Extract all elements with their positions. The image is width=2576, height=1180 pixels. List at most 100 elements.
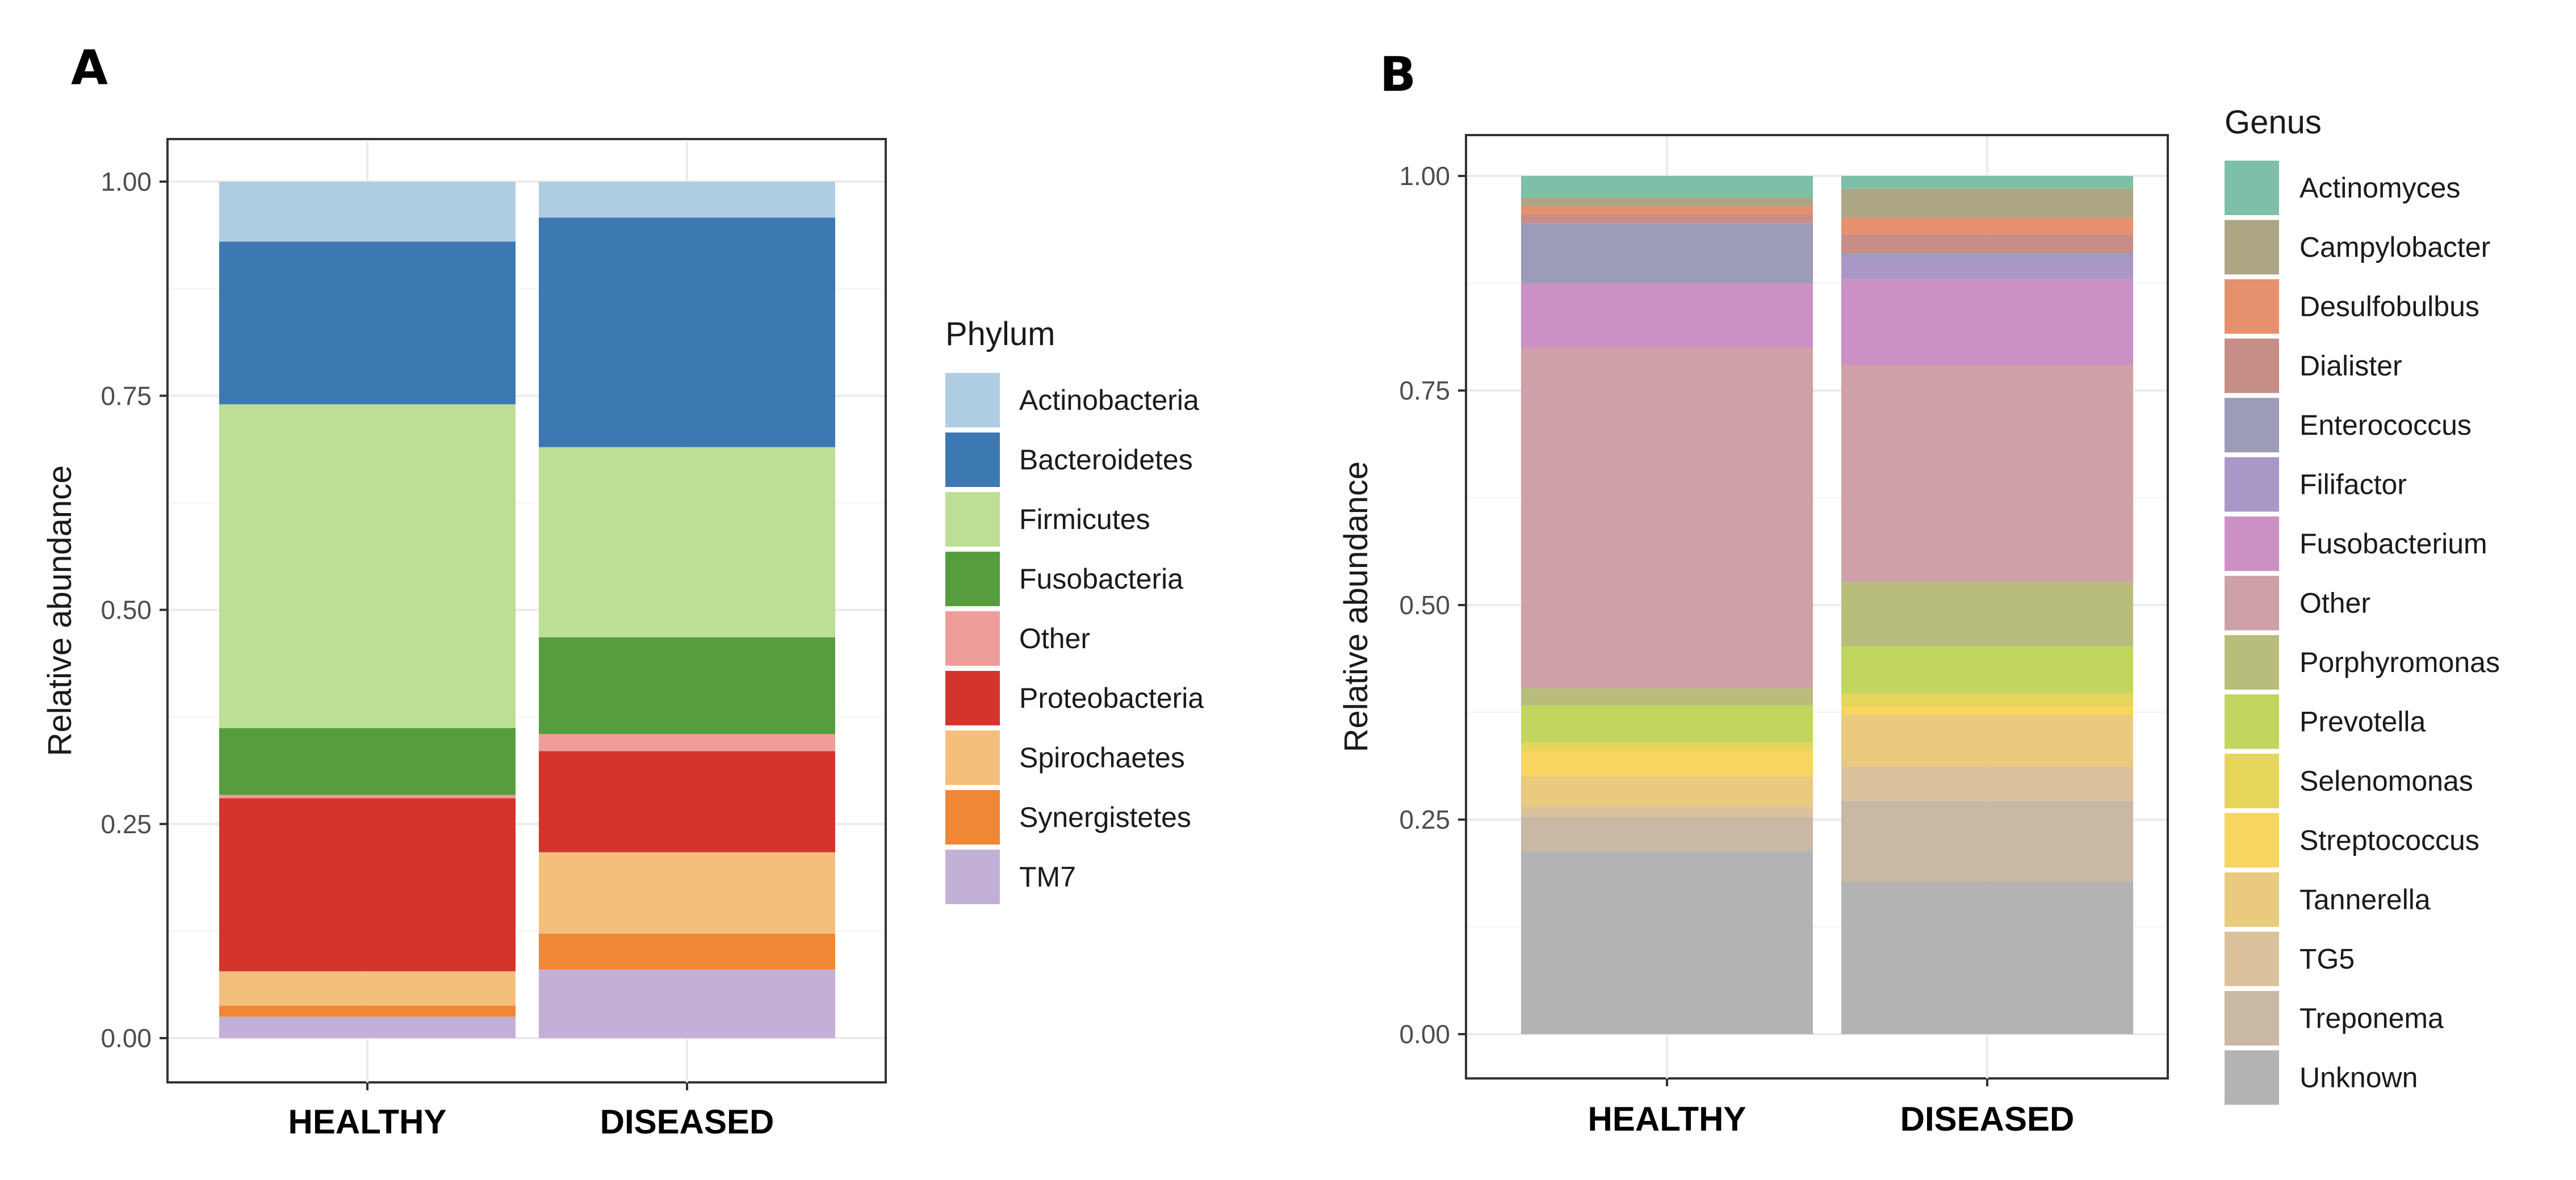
legend-item-b-selenomonas: Selenomonas [2225, 754, 2473, 808]
legend-item-b-dialister: Dialister [2225, 338, 2402, 393]
y-ticks-a: 0.00 0.25 0.50 0.75 1.00 [100, 167, 167, 1053]
legend-label-b-tannerella: Tannerella [2299, 884, 2431, 916]
bar-b-diseased-streptococcus [1841, 706, 2133, 715]
legend-label-b-actinomyces: Actinomyces [2299, 172, 2460, 204]
bar-b-healthy-unknown [1521, 851, 1813, 1034]
bar-b-diseased-porphyromonas [1841, 582, 2133, 646]
legend-swatch-a-firmicutes [945, 492, 1000, 547]
y-axis-title-b: Relative abundance [1338, 461, 1375, 753]
legend-swatch-b-unknown [2225, 1050, 2279, 1105]
legend-label-b-streptococcus: Streptococcus [2299, 825, 2479, 856]
y-tick-label-b: 0.75 [1399, 376, 1450, 405]
bar-b-diseased-actinomyces [1841, 176, 2133, 189]
legend-label-b-other: Other [2299, 587, 2370, 619]
legend-swatch-a-fusobacteria [945, 552, 1000, 606]
legend-item-b-desulfobulbus: Desulfobulbus [2225, 279, 2479, 334]
category-label-b-diseased: DISEASED [1900, 1100, 2075, 1138]
legend-swatch-b-dialister [2225, 338, 2279, 393]
y-tick-label-b: 1.00 [1399, 161, 1450, 191]
legend-item-a-bacteroidetes: Bacteroidetes [945, 432, 1193, 487]
bar-b-healthy-actinomyces [1521, 176, 1813, 198]
legend-label-b-dialister: Dialister [2299, 350, 2402, 382]
legend-item-b-filifactor: Filifactor [2225, 457, 2407, 512]
legend-label-b-fusobacterium: Fusobacterium [2299, 528, 2487, 560]
y-tick-label-b: 0.50 [1399, 590, 1450, 620]
bar-a-diseased-synergistetes [539, 933, 835, 970]
y-tick-label-a: 0.50 [100, 595, 152, 625]
legend-item-a-firmicutes: Firmicutes [945, 492, 1150, 547]
legend-swatch-b-selenomonas [2225, 754, 2279, 808]
bar-b-healthy-tannerella [1521, 776, 1813, 807]
bar-b-healthy-campylobacter [1521, 197, 1813, 206]
panel-label-a: A [71, 40, 108, 95]
legend-item-a-actinobacteria: Actinobacteria [945, 373, 1199, 427]
legend-swatch-b-porphyromonas [2225, 635, 2279, 690]
bar-a-healthy-actinobacteria [219, 182, 516, 242]
x-ticks-b: HEALTHY DISEASED [1588, 1078, 2075, 1138]
bars-b [1521, 176, 2133, 1034]
legend-label-a-other: Other [1019, 623, 1090, 654]
bar-b-healthy-streptococcus [1521, 751, 1813, 777]
legend-swatch-b-campylobacter [2225, 220, 2279, 275]
legend-swatch-b-actinomyces [2225, 161, 2279, 215]
legend-item-a-synergistetes: Synergistetes [945, 790, 1191, 845]
legend-item-a-spirochaetes: Spirochaetes [945, 730, 1185, 785]
bar-b-diseased-dialister [1841, 234, 2133, 254]
legend-label-b-unknown: Unknown [2299, 1062, 2418, 1094]
y-tick-label-a: 0.25 [100, 809, 152, 839]
legend-swatch-b-treponema [2225, 991, 2279, 1045]
legend-item-a-tm7: TM7 [945, 850, 1076, 904]
legend-label-a-synergistetes: Synergistetes [1019, 801, 1191, 833]
legend-swatch-b-tannerella [2225, 872, 2279, 927]
legend-item-b-campylobacter: Campylobacter [2225, 220, 2490, 275]
bar-b-diseased-tannerella [1841, 715, 2133, 767]
bar-b-healthy-dialister [1521, 215, 1813, 224]
legend-label-b-enterococcus: Enterococcus [2299, 409, 2472, 441]
legend-a: Phylum Actinobacteria Bacteroidetes Firmic… [945, 316, 1204, 904]
y-tick-label-a: 0.75 [100, 381, 152, 410]
legend-label-a-fusobacteria: Fusobacteria [1019, 563, 1183, 595]
legend-swatch-b-streptococcus [2225, 813, 2279, 868]
bar-b-healthy-desulfobulbus [1521, 205, 1813, 215]
bar-b-diseased-other [1841, 364, 2133, 582]
legend-swatch-b-other [2225, 576, 2279, 631]
bar-a-diseased-fusobacteria [539, 637, 835, 734]
legend-item-b-fusobacterium: Fusobacterium [2225, 516, 2487, 571]
panel-label-b: B [1380, 47, 1416, 102]
legend-swatch-b-prevotella [2225, 694, 2279, 749]
legend-label-b-treponema: Treponema [2299, 1002, 2444, 1034]
legend-swatch-a-actinobacteria [945, 373, 1000, 427]
bar-a-healthy-bacteroidetes [219, 241, 516, 405]
legend-swatch-b-filifactor [2225, 457, 2279, 512]
legend-item-b-unknown: Unknown [2225, 1050, 2418, 1105]
bar-b-healthy-treponema [1521, 817, 1813, 851]
category-label-b-healthy: HEALTHY [1588, 1100, 1746, 1138]
bar-a-diseased-actinobacteria [539, 182, 835, 218]
legend-label-a-actinobacteria: Actinobacteria [1019, 384, 1199, 416]
y-tick-label-a: 0.00 [100, 1023, 152, 1053]
legend-label-b-tg5: TG5 [2299, 943, 2355, 975]
legend-item-a-other: Other [945, 611, 1090, 666]
legend-item-a-fusobacteria: Fusobacteria [945, 552, 1183, 606]
legend-item-b-streptococcus: Streptococcus [2225, 813, 2479, 868]
legend-title-b: Genus [2225, 104, 2322, 141]
legend-swatch-b-enterococcus [2225, 398, 2279, 452]
bar-b-diseased-selenomonas [1841, 693, 2133, 707]
legend-label-b-desulfobulbus: Desulfobulbus [2299, 291, 2479, 322]
category-label-a-healthy: HEALTHY [288, 1103, 447, 1141]
legend-swatch-b-fusobacterium [2225, 516, 2279, 571]
bar-a-healthy-fusobacteria [219, 728, 516, 795]
bar-b-diseased-enterococcus [1841, 253, 2133, 258]
bar-b-healthy-enterococcus [1521, 223, 1813, 283]
bar-b-healthy-other [1521, 347, 1813, 688]
legend-title-a: Phylum [945, 316, 1055, 352]
category-label-a-diseased: DISEASED [600, 1103, 774, 1141]
legend-item-b-actinomyces: Actinomyces [2225, 161, 2460, 215]
bar-a-diseased-other [539, 734, 835, 751]
bar-b-healthy-prevotella [1521, 705, 1813, 742]
legend-item-b-treponema: Treponema [2225, 991, 2444, 1045]
bar-a-healthy-firmicutes [219, 404, 516, 728]
x-ticks-a: HEALTHY DISEASED [288, 1082, 774, 1141]
bar-b-diseased-filifactor [1841, 257, 2133, 279]
bar-a-healthy-proteobacteria [219, 798, 516, 972]
